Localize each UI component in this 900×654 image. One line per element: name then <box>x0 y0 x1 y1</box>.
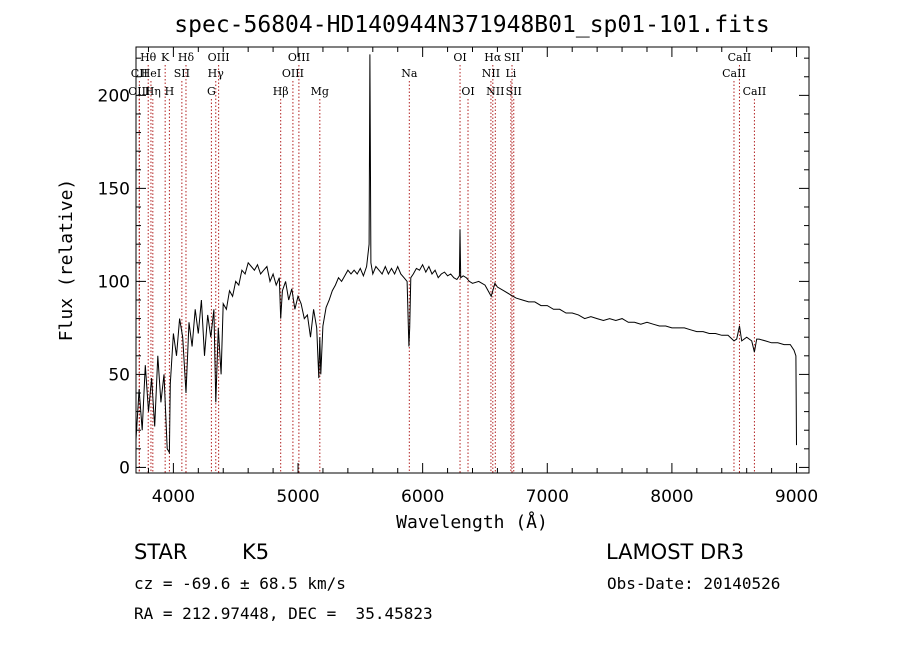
survey-name: LAMOST DR3 <box>606 540 744 564</box>
line-marker-label-5: K <box>161 51 170 64</box>
line-marker-label-12: OIII <box>288 51 310 64</box>
y-tick-label-0: 0 <box>119 458 130 478</box>
line-marker-label-4: Hη <box>145 85 161 98</box>
object-class: STAR <box>134 540 187 564</box>
x-tick-label-9000: 9000 <box>775 487 818 507</box>
line-marker-label-0: CII <box>131 67 148 80</box>
line-marker-label-16: Na <box>401 67 418 80</box>
y-tick-label-100: 100 <box>98 272 130 292</box>
line-marker-label-17: OI <box>453 51 466 64</box>
line-marker-label-6: SII <box>174 67 190 80</box>
x-axis: 4000 5000 6000 7000 8000 9000 <box>147 47 818 507</box>
line-marker-label-9: OIII <box>208 51 230 64</box>
spectrum-line <box>135 54 797 455</box>
x-tick-label-8000: 8000 <box>650 487 693 507</box>
x-tick-label-6000: 6000 <box>401 487 444 507</box>
y-tick-label-150: 150 <box>98 179 130 199</box>
line-marker-label-18: OI <box>461 85 474 98</box>
y-axis-label: Flux (relative) <box>56 179 77 342</box>
line-marker-label-24: SII <box>506 85 522 98</box>
line-marker-label-25: CaII <box>728 51 752 64</box>
line-marker-label-26: CaII <box>722 67 746 80</box>
coordinates: RA = 212.97448, DEC = 35.45823 <box>134 604 433 623</box>
y-axis: 0 50 100 150 200 <box>98 57 809 478</box>
line-marker-label-11: G <box>207 85 216 98</box>
line-marker-label-8: Hδ <box>178 51 195 64</box>
line-marker-label-13: OIII <box>282 67 304 80</box>
redshift-text: cz = -69.6 ± 68.5 km/s <box>134 574 346 593</box>
line-marker-labels: CII Hθ OIII HeI Hη K SII H Hδ OIII Hγ G OIII OIII Hβ Mg… <box>128 51 766 98</box>
x-tick-label-7000: 7000 <box>526 487 569 507</box>
line-marker-label-7: H <box>165 85 175 98</box>
line-marker-label-23: NII <box>486 85 504 98</box>
object-subclass: K5 <box>242 540 269 564</box>
chart-title: spec-56804-HD140944N371948B01_sp01-101.f… <box>174 12 769 38</box>
line-marker-label-21: NII <box>482 67 500 80</box>
line-marker-label-19: Hα <box>484 51 502 64</box>
line-marker-label-15: Mg <box>311 85 329 98</box>
y-tick-label-200: 200 <box>98 86 130 106</box>
x-tick-label-4000: 4000 <box>152 487 195 507</box>
line-marker-label-27: CaII <box>743 85 767 98</box>
line-marker-label-22: Li <box>505 67 516 80</box>
line-marker-label-1: Hθ <box>140 51 157 64</box>
line-marker-label-3: HeI <box>141 67 161 80</box>
line-marker-label-20: SII <box>504 51 520 64</box>
line-marker-label-2: OIII <box>128 85 150 98</box>
y-tick-label-50: 50 <box>108 365 130 385</box>
x-tick-label-5000: 5000 <box>276 487 319 507</box>
line-marker-label-10: Hγ <box>208 67 225 80</box>
line-marker-label-14: Hβ <box>273 85 289 98</box>
line-markers <box>138 65 755 473</box>
x-axis-label: Wavelength (Å) <box>396 511 548 533</box>
obs-date: Obs-Date: 20140526 <box>607 574 780 593</box>
plot-frame <box>135 46 810 474</box>
